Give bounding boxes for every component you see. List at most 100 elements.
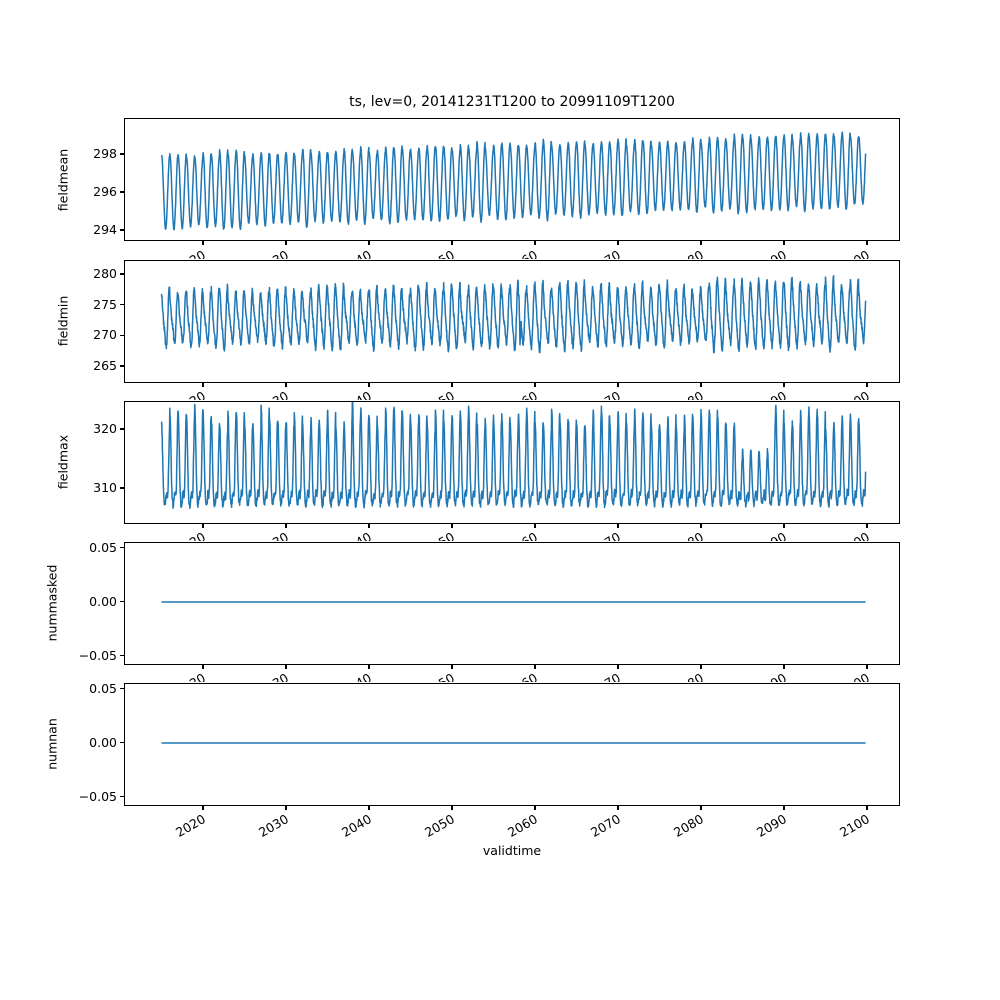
ytick-mark [120, 487, 124, 489]
xtick-label: 2070 [529, 670, 623, 682]
xtick-mark [783, 664, 785, 669]
xtick-mark [451, 664, 453, 669]
ytick-mark [120, 600, 124, 603]
xtick-mark [866, 241, 868, 245]
x-axis-label: validtime [482, 843, 542, 858]
xtick-label: 2100 [778, 529, 872, 541]
ytick-mark [120, 428, 124, 430]
xtick-label: 2050 [363, 247, 457, 259]
ytick-label-fieldmin: 275 [93, 296, 117, 312]
ytick-label-fieldmin: 270 [93, 327, 117, 343]
xtick-label: 2070 [529, 529, 623, 541]
ytick-label-numnan: −0.05 [78, 788, 117, 804]
xtick-mark [202, 523, 204, 528]
xtick-label: 2090 [695, 670, 789, 682]
ytick-mark [120, 687, 124, 690]
xtick-mark [700, 805, 702, 810]
xtick-label: 2060 [446, 247, 540, 259]
xtick-mark [285, 805, 287, 810]
ytick-label-numnan: 0.00 [89, 734, 117, 750]
xtick-label: 2020 [114, 529, 208, 541]
xtick-label: 2030 [197, 670, 291, 682]
ytick-label-nummasked: 0.05 [89, 539, 117, 555]
ytick-mark [120, 546, 124, 549]
xtick-label: 2080 [670, 811, 706, 841]
subplot-nummasked [124, 541, 900, 665]
subplot-fieldmax [124, 400, 900, 524]
xtick-mark [783, 382, 785, 387]
xtick-mark [617, 382, 619, 387]
subplot-fieldmean [124, 118, 900, 241]
xtick-label: 2040 [280, 670, 374, 682]
xtick-mark [368, 805, 370, 810]
ytick-label-nummasked: 0.00 [89, 593, 117, 609]
xtick-mark [866, 805, 868, 810]
xtick-label: 2100 [778, 388, 872, 400]
xtick-label: 2060 [446, 529, 540, 541]
xtick-label: 2060 [446, 670, 540, 682]
xtick-mark [451, 805, 453, 810]
ytick-mark [120, 153, 124, 155]
xtick-label: 2040 [338, 811, 374, 841]
xtick-mark [451, 241, 453, 245]
xtick-mark [534, 523, 536, 528]
xtick-mark [368, 523, 370, 528]
xtick-label: 2020 [172, 811, 208, 841]
xtick-label: 2050 [363, 388, 457, 400]
xtick-mark [202, 382, 204, 387]
xtick-mark [617, 664, 619, 669]
xtick-label: 2100 [836, 811, 872, 841]
xtick-label: 2040 [280, 388, 374, 400]
xtick-label: 2050 [363, 670, 457, 682]
ytick-mark [120, 191, 124, 193]
xtick-mark [534, 805, 536, 810]
xtick-mark [866, 664, 868, 669]
ytick-mark [120, 304, 124, 306]
xtick-mark [783, 241, 785, 245]
xtick-mark [368, 382, 370, 387]
ytick-label-nummasked: −0.05 [78, 647, 117, 663]
ytick-mark [120, 365, 124, 367]
xtick-mark [783, 805, 785, 810]
xtick-label: 2070 [587, 811, 623, 841]
figure-title: ts, lev=0, 20141231T1200 to 20991109T120… [349, 94, 675, 110]
xtick-mark [285, 241, 287, 245]
xtick-mark [700, 523, 702, 528]
xtick-mark [700, 241, 702, 245]
ytick-mark [120, 334, 124, 336]
xtick-mark [617, 523, 619, 528]
xtick-label: 2080 [612, 247, 706, 259]
xtick-label: 2050 [363, 529, 457, 541]
series-line-fieldmean [160, 131, 867, 231]
xtick-label: 2090 [695, 529, 789, 541]
xtick-mark [617, 805, 619, 810]
ytick-mark [120, 795, 124, 798]
series-line-fieldmax [160, 401, 867, 509]
xtick-labels-row: 2020 2030 2040 2050 2060 2070 2080 2090 2100 [100, 806, 930, 852]
ytick-mark [120, 229, 124, 231]
series-line-fieldmin [160, 274, 867, 353]
xtick-mark [202, 805, 204, 810]
xtick-label: 2020 [114, 247, 208, 259]
xtick-mark [451, 523, 453, 528]
xtick-label: 2060 [446, 388, 540, 400]
xtick-label: 2090 [695, 247, 789, 259]
xtick-mark [368, 241, 370, 245]
xtick-label: 2080 [612, 529, 706, 541]
xtick-mark [285, 664, 287, 669]
ytick-mark [120, 741, 124, 744]
xtick-mark [285, 382, 287, 387]
xtick-label: 2080 [612, 670, 706, 682]
xtick-label: 2030 [197, 388, 291, 400]
xtick-mark [534, 241, 536, 245]
subplot-fieldmin [124, 259, 900, 383]
ytick-label-fieldmax: 320 [93, 421, 117, 436]
ytick-label-fieldmax: 310 [93, 480, 117, 495]
ytick-label-fieldmean: 294 [93, 222, 117, 237]
xtick-mark [700, 664, 702, 669]
xtick-mark [451, 382, 453, 387]
xtick-mark [285, 523, 287, 528]
xtick-mark [368, 664, 370, 669]
